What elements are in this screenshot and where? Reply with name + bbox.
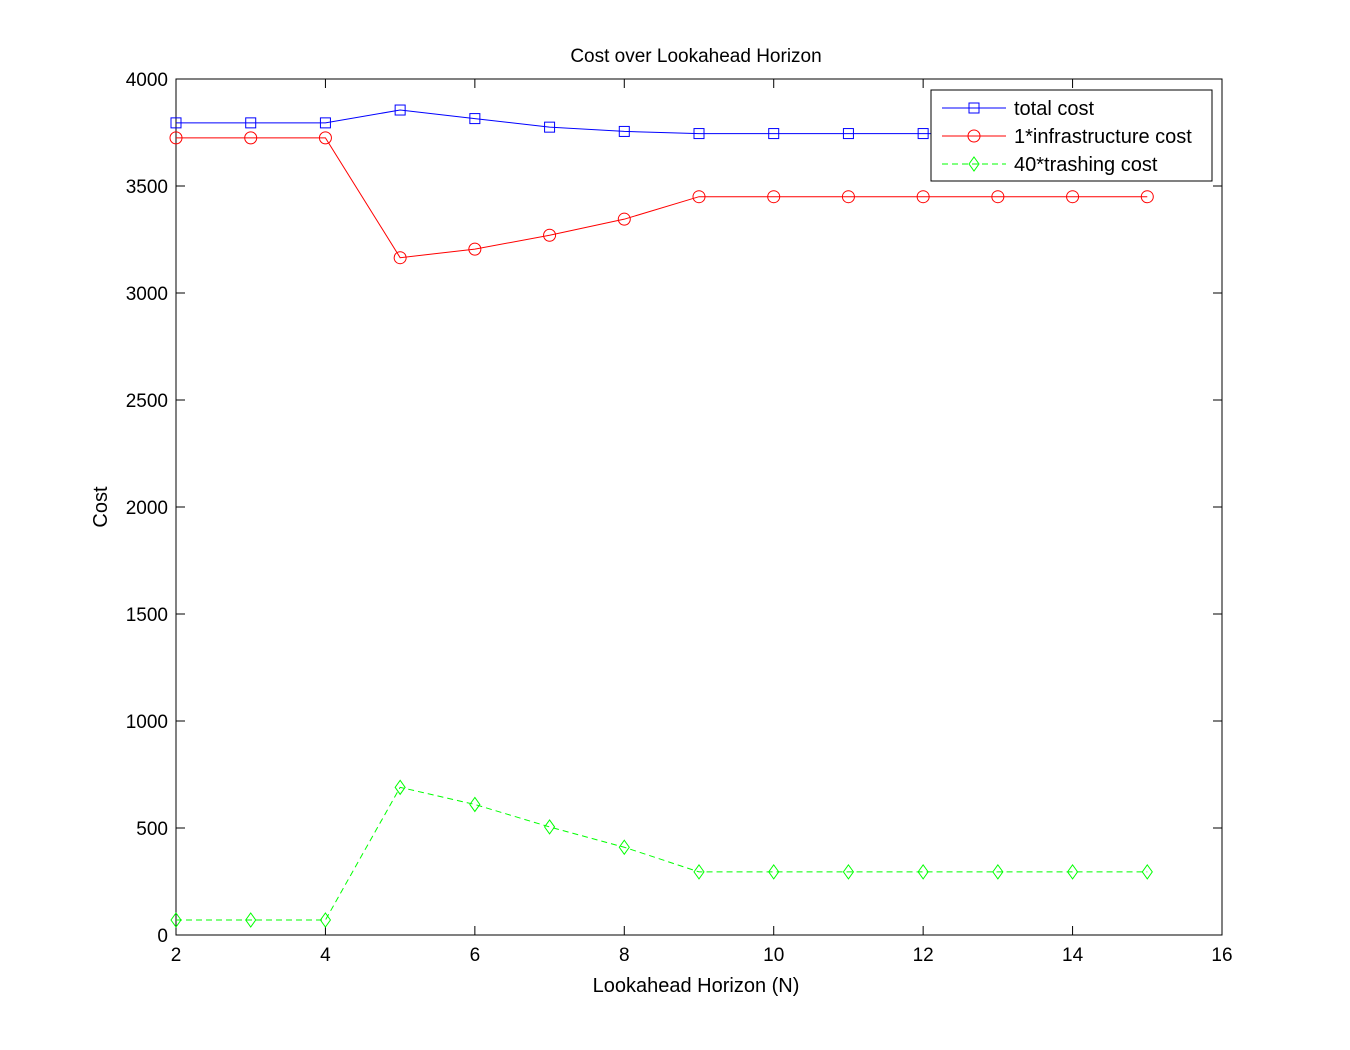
x-axis: 2 4 6 8 10 12 14 16 (171, 79, 1233, 966)
data-point (319, 912, 332, 928)
series-1 (169, 131, 1154, 265)
y-axis: 0 500 1000 1500 2000 2500 3000 3500 4000 (126, 70, 1222, 947)
x-tick-label: 16 (1211, 945, 1232, 966)
y-tick-label: 500 (136, 819, 168, 840)
x-tick-label: 12 (913, 945, 934, 966)
data-point (842, 864, 855, 880)
data-point (170, 912, 182, 928)
data-point (1066, 864, 1079, 880)
x-tick-label: 14 (1062, 945, 1084, 966)
x-tick-label: 2 (171, 945, 182, 966)
data-point (692, 190, 706, 204)
data-point (917, 864, 929, 880)
data-point (1141, 864, 1153, 880)
y-tick-label: 3000 (126, 284, 168, 305)
data-point (469, 113, 481, 125)
data-point (169, 131, 183, 145)
y-axis-label: Cost (90, 486, 112, 528)
legend-marker (968, 156, 980, 172)
y-tick-label: 3500 (126, 177, 168, 198)
data-point (992, 864, 1004, 880)
y-tick-label: 2000 (126, 498, 168, 519)
data-point (768, 128, 780, 140)
data-point (393, 251, 407, 265)
y-tick-label: 0 (157, 926, 168, 947)
series-line (176, 137, 1148, 259)
legend-marker (968, 102, 980, 114)
data-point (841, 190, 855, 204)
data-point (1140, 190, 1154, 204)
x-tick-label: 10 (763, 945, 784, 966)
data-point (394, 104, 406, 116)
y-tick-label: 1000 (126, 712, 168, 733)
data-point (767, 190, 781, 204)
x-axis-label: Lookahead Horizon (N) (593, 975, 800, 997)
data-point (244, 131, 258, 145)
legend-label: total cost (1014, 98, 1094, 120)
data-point (842, 128, 854, 140)
data-point (917, 128, 929, 140)
legend-label: 1*infrastructure cost (1014, 126, 1192, 148)
x-tick-label: 4 (320, 945, 331, 966)
data-point (617, 212, 631, 226)
data-point (544, 121, 556, 133)
data-point (245, 117, 257, 129)
data-point (245, 912, 257, 928)
data-point (469, 796, 481, 813)
legend-marker (967, 129, 981, 143)
series-2 (170, 779, 1153, 928)
data-point (468, 242, 482, 256)
data-point (916, 190, 930, 204)
series-line (176, 786, 1148, 921)
data-point (543, 228, 557, 242)
data-point (394, 779, 406, 796)
data-point (170, 117, 182, 129)
data-point (618, 839, 630, 856)
x-tick-label: 8 (619, 945, 630, 966)
y-tick-label: 4000 (126, 70, 168, 91)
y-tick-label: 2500 (126, 391, 168, 412)
x-tick-label: 6 (470, 945, 481, 966)
legend-label: 40*trashing cost (1014, 154, 1158, 176)
data-point (768, 864, 780, 880)
data-point (618, 125, 630, 137)
y-tick-label: 1500 (126, 605, 168, 626)
data-point (1066, 190, 1080, 204)
data-point (319, 117, 331, 129)
plot-area (175, 78, 1223, 936)
chart-title: Cost over Lookahead Horizon (570, 46, 821, 67)
data-point (693, 864, 705, 880)
data-point (991, 190, 1005, 204)
legend: total cost 1*infrastructure cost 40*trashi… (930, 89, 1213, 182)
data-point (693, 128, 705, 140)
data-point (543, 819, 556, 835)
data-point (318, 131, 332, 145)
